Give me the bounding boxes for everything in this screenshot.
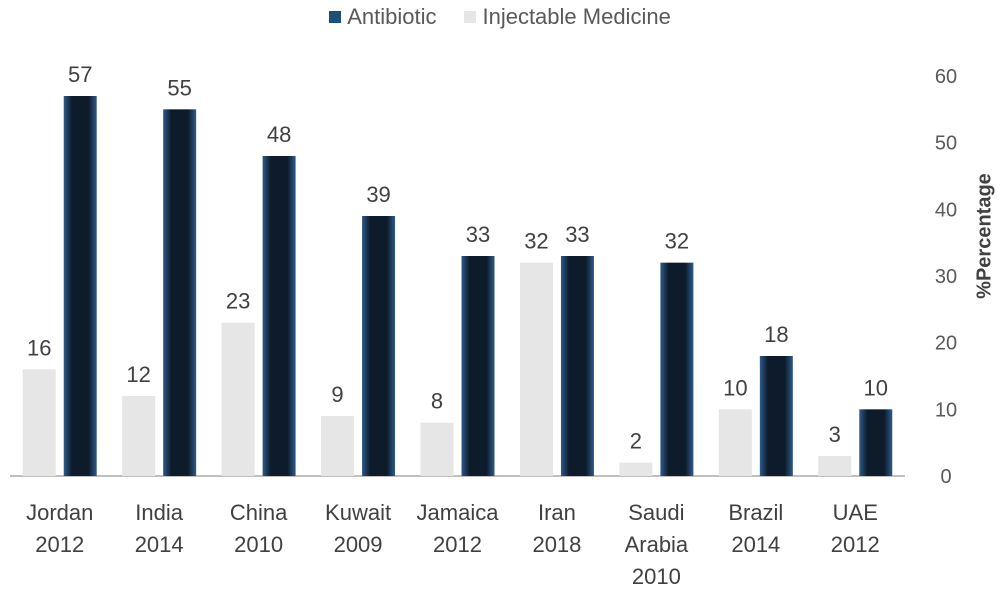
- data-label-injectable: 9: [331, 382, 343, 407]
- data-label-antibiotic: 33: [565, 222, 589, 247]
- legend-item-injectable: Injectable Medicine: [464, 4, 671, 30]
- data-label-injectable: 16: [27, 335, 51, 360]
- legend-label-antibiotic: Antibiotic: [347, 4, 437, 29]
- x-tick-label: 2012: [831, 532, 880, 557]
- y-tick-label: 40: [935, 199, 957, 221]
- x-tick-label: 2012: [433, 532, 482, 557]
- y-tick-label: 30: [935, 266, 957, 288]
- y-axis-title: %Percentage: [973, 173, 996, 299]
- legend-label-injectable: Injectable Medicine: [482, 4, 671, 29]
- x-tick-label: India: [135, 500, 183, 525]
- bar-antibiotic: [362, 216, 396, 476]
- bar-injectable: [818, 456, 852, 476]
- legend-item-antibiotic: Antibiotic: [329, 4, 436, 30]
- bar-antibiotic: [63, 96, 97, 476]
- data-label-antibiotic: 55: [167, 75, 191, 100]
- x-tick-label: China: [230, 500, 288, 525]
- x-tick-label: 2018: [532, 532, 581, 557]
- bar-antibiotic: [859, 409, 893, 476]
- bar-injectable: [321, 416, 355, 476]
- data-label-injectable: 2: [630, 429, 642, 454]
- bar-injectable: [22, 369, 56, 476]
- x-tick-label: Jordan: [26, 500, 93, 525]
- legend-swatch-antibiotic: [329, 11, 342, 23]
- bar-antibiotic: [262, 156, 296, 476]
- data-label-antibiotic: 39: [366, 182, 390, 207]
- bar-injectable: [420, 422, 454, 476]
- bar-antibiotic: [163, 109, 197, 476]
- y-tick-label: 20: [935, 333, 957, 355]
- bar-antibiotic: [461, 256, 495, 476]
- x-tick-label: Kuwait: [325, 500, 391, 525]
- x-tick-label: 2014: [731, 532, 780, 557]
- y-tick-label: 60: [935, 66, 957, 88]
- x-tick-label: 2014: [135, 532, 184, 557]
- x-tick-label: 2012: [35, 532, 84, 557]
- x-tick-label: UAE: [833, 500, 878, 525]
- data-label-antibiotic: 48: [267, 122, 291, 147]
- data-label-injectable: 12: [126, 362, 150, 387]
- bar-injectable: [221, 322, 255, 476]
- x-tick-label: 2009: [334, 532, 383, 557]
- data-label-injectable: 3: [829, 422, 841, 447]
- x-tick-label: 2010: [632, 564, 681, 589]
- bar-antibiotic: [759, 356, 793, 476]
- data-label-injectable: 32: [524, 229, 548, 254]
- bar-injectable: [619, 462, 653, 476]
- y-tick-label: 10: [935, 399, 957, 421]
- data-label-injectable: 23: [226, 289, 250, 314]
- data-label-antibiotic: 18: [764, 322, 788, 347]
- data-label-antibiotic: 32: [665, 229, 689, 254]
- bar-injectable: [718, 409, 752, 476]
- bar-antibiotic: [560, 256, 594, 476]
- x-tick-label: Iran: [538, 500, 576, 525]
- data-label-antibiotic: 10: [864, 375, 888, 400]
- bar-injectable: [122, 396, 156, 476]
- x-tick-label: Saudi: [628, 500, 684, 525]
- data-label-injectable: 10: [723, 375, 747, 400]
- x-tick-label: Arabia: [625, 532, 689, 557]
- legend: Antibiotic Injectable Medicine: [0, 4, 1000, 30]
- data-label-injectable: 8: [431, 389, 443, 414]
- data-label-antibiotic: 33: [466, 222, 490, 247]
- x-tick-label: 2010: [234, 532, 283, 557]
- x-tick-label: Brazil: [728, 500, 783, 525]
- y-tick-label: 0: [940, 466, 951, 488]
- bar-antibiotic: [660, 262, 694, 476]
- x-tick-label: Jamaica: [417, 500, 500, 525]
- data-label-antibiotic: 57: [68, 62, 92, 87]
- y-tick-label: 50: [935, 133, 957, 155]
- legend-swatch-injectable: [464, 11, 477, 23]
- bar-injectable: [519, 262, 553, 476]
